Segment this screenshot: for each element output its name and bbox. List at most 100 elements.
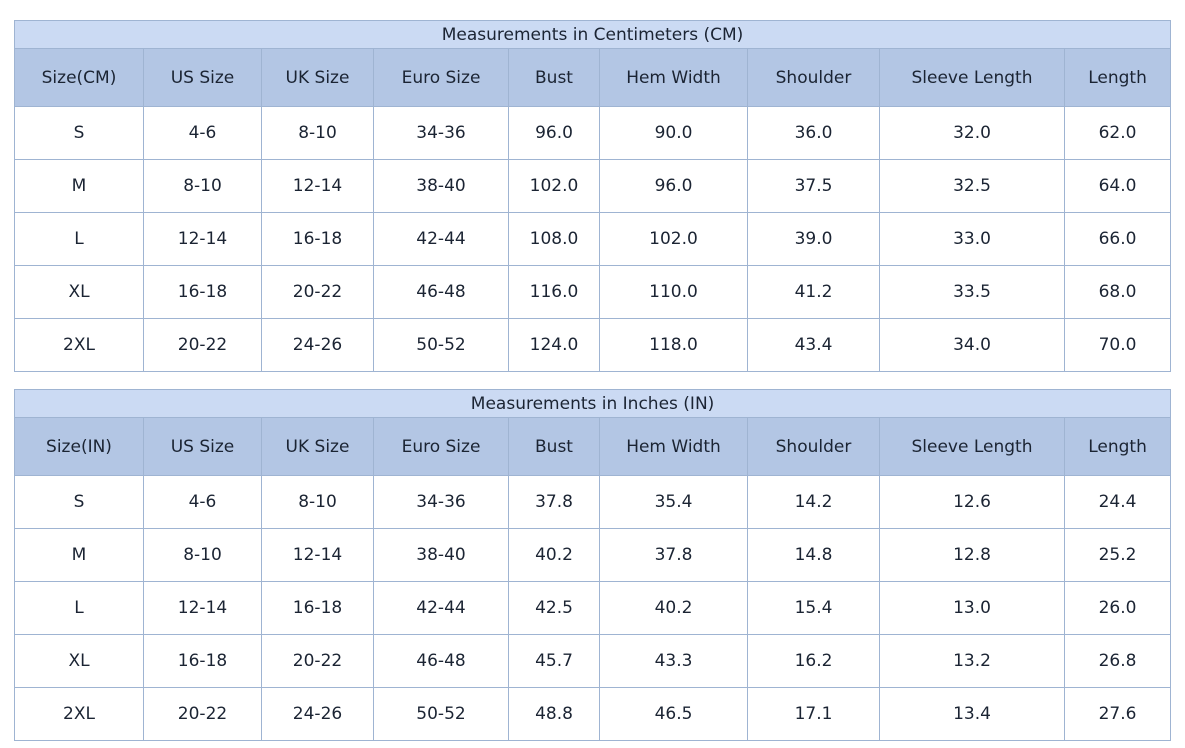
table-cell: 38-40 bbox=[373, 159, 509, 213]
table-cell: 12-14 bbox=[261, 159, 374, 213]
column-header-us-size: US Size bbox=[143, 417, 262, 476]
column-header-hem-width: Hem Width bbox=[599, 48, 748, 107]
table-cell: 12-14 bbox=[143, 212, 262, 266]
table-cell: 40.2 bbox=[508, 528, 600, 582]
table-cell: XL bbox=[14, 265, 144, 319]
table-cell: 35.4 bbox=[599, 475, 748, 529]
size-row-s: S 4-6 8-10 34-36 96.0 90.0 36.0 32.0 62.0 bbox=[14, 106, 1172, 160]
column-header-size-cm: Size(CM) bbox=[14, 48, 144, 107]
column-header-uk-size: UK Size bbox=[261, 417, 374, 476]
table-cell: 62.0 bbox=[1063, 106, 1172, 160]
table-cell: 20-22 bbox=[261, 634, 374, 688]
table-cell: 12-14 bbox=[261, 528, 374, 582]
table-cell: 42-44 bbox=[373, 212, 509, 266]
table-cell: 50-52 bbox=[373, 318, 509, 372]
table-title: Measurements in Inches (IN) bbox=[13, 389, 1172, 418]
table-cell: 16-18 bbox=[261, 212, 374, 266]
table-cell: 4-6 bbox=[143, 106, 262, 160]
table-cell: M bbox=[14, 159, 144, 213]
table-cell: 20-22 bbox=[143, 318, 262, 372]
table-cell: 43.4 bbox=[747, 318, 880, 372]
table-cell: 8-10 bbox=[261, 106, 374, 160]
size-row-s: S 4-6 8-10 34-36 37.8 35.4 14.2 12.6 24.4 bbox=[14, 475, 1172, 529]
table-cell: 20-22 bbox=[143, 687, 262, 741]
table-cell: 8-10 bbox=[261, 475, 374, 529]
table-cell: 37.8 bbox=[508, 475, 600, 529]
column-header-bust: Bust bbox=[508, 48, 600, 107]
column-header-row: Size(CM) US Size UK Size Euro Size Bust Hem W… bbox=[14, 48, 1172, 107]
column-header-sleeve-length: Sleeve Length bbox=[879, 48, 1065, 107]
table-cell: 70.0 bbox=[1063, 318, 1172, 372]
table-cell: 2XL bbox=[14, 687, 144, 741]
table-cell: 118.0 bbox=[599, 318, 748, 372]
table-cell: 14.8 bbox=[747, 528, 880, 582]
table-cell: 13.4 bbox=[879, 687, 1065, 741]
size-row-m: M 8-10 12-14 38-40 40.2 37.8 14.8 12.8 25.2 bbox=[14, 528, 1172, 582]
table-cell: 16-18 bbox=[143, 634, 262, 688]
table-cell: 102.0 bbox=[508, 159, 600, 213]
column-header-bust: Bust bbox=[508, 417, 600, 476]
table-cell: 16-18 bbox=[261, 581, 374, 635]
table-cell: 17.1 bbox=[747, 687, 880, 741]
column-header-size-in: Size(IN) bbox=[14, 417, 144, 476]
table-cell: 108.0 bbox=[508, 212, 600, 266]
table-cell: 33.5 bbox=[879, 265, 1065, 319]
table-cell: 124.0 bbox=[508, 318, 600, 372]
table-cell: 43.3 bbox=[599, 634, 748, 688]
table-cell: 48.8 bbox=[508, 687, 600, 741]
table-cell: 16-18 bbox=[143, 265, 262, 319]
size-row-xl: XL 16-18 20-22 46-48 45.7 43.3 16.2 13.2 26.8 bbox=[14, 634, 1172, 688]
table-cell: 4-6 bbox=[143, 475, 262, 529]
table-cell: 46.5 bbox=[599, 687, 748, 741]
table-cell: 33.0 bbox=[879, 212, 1065, 266]
table-cell: 46-48 bbox=[373, 265, 509, 319]
table-cell: L bbox=[14, 212, 144, 266]
column-header-euro-size: Euro Size bbox=[373, 48, 509, 107]
table-cell: 26.8 bbox=[1063, 634, 1172, 688]
table-cell: 90.0 bbox=[599, 106, 748, 160]
table-cell: 12.6 bbox=[879, 475, 1065, 529]
size-row-xl: XL 16-18 20-22 46-48 116.0 110.0 41.2 33.5 68.0 bbox=[14, 265, 1172, 319]
table-cell: 15.4 bbox=[747, 581, 880, 635]
column-header-row: Size(IN) US Size UK Size Euro Size Bust Hem W… bbox=[14, 417, 1172, 476]
table-cell: 38-40 bbox=[373, 528, 509, 582]
table-cell: 39.0 bbox=[747, 212, 880, 266]
size-row-m: M 8-10 12-14 38-40 102.0 96.0 37.5 32.5 64.0 bbox=[14, 159, 1172, 213]
table-cell: 24-26 bbox=[261, 687, 374, 741]
table-cell: 102.0 bbox=[599, 212, 748, 266]
column-header-hem-width: Hem Width bbox=[599, 417, 748, 476]
table-cell: 64.0 bbox=[1063, 159, 1172, 213]
table-cell: 45.7 bbox=[508, 634, 600, 688]
table-cell: L bbox=[14, 581, 144, 635]
table-cell: 96.0 bbox=[508, 106, 600, 160]
table-cell: S bbox=[14, 475, 144, 529]
column-header-sleeve-length: Sleeve Length bbox=[879, 417, 1065, 476]
table-title-row: Measurements in Centimeters (CM) bbox=[13, 20, 1172, 49]
table-cell: 2XL bbox=[14, 318, 144, 372]
table-cell: 12-14 bbox=[143, 581, 262, 635]
table-title-row: Measurements in Inches (IN) bbox=[13, 389, 1172, 418]
table-cell: 32.0 bbox=[879, 106, 1065, 160]
table-cell: 40.2 bbox=[599, 581, 748, 635]
table-cell: 50-52 bbox=[373, 687, 509, 741]
size-row-l: L 12-14 16-18 42-44 42.5 40.2 15.4 13.0 26.0 bbox=[14, 581, 1172, 635]
table-cell: 36.0 bbox=[747, 106, 880, 160]
size-row-l: L 12-14 16-18 42-44 108.0 102.0 39.0 33.0 66.0 bbox=[14, 212, 1172, 266]
table-cell: 46-48 bbox=[373, 634, 509, 688]
table-cell: 24.4 bbox=[1063, 475, 1172, 529]
table-cell: 34-36 bbox=[373, 106, 509, 160]
table-cell: 42.5 bbox=[508, 581, 600, 635]
table-cell: 37.5 bbox=[747, 159, 880, 213]
size-row-2xl: 2XL 20-22 24-26 50-52 124.0 118.0 43.4 34.0 70.0 bbox=[14, 318, 1172, 372]
table-cell: 41.2 bbox=[747, 265, 880, 319]
table-cell: 37.8 bbox=[599, 528, 748, 582]
size-tables-container: Measurements in Centimeters (CM) Size(CM)… bbox=[13, 20, 1172, 741]
table-cell: 8-10 bbox=[143, 159, 262, 213]
table-cell: 42-44 bbox=[373, 581, 509, 635]
column-header-length: Length bbox=[1063, 417, 1172, 476]
table-title: Measurements in Centimeters (CM) bbox=[13, 20, 1172, 49]
table-cell: 96.0 bbox=[599, 159, 748, 213]
table-cell: 13.2 bbox=[879, 634, 1065, 688]
table-cell: 116.0 bbox=[508, 265, 600, 319]
